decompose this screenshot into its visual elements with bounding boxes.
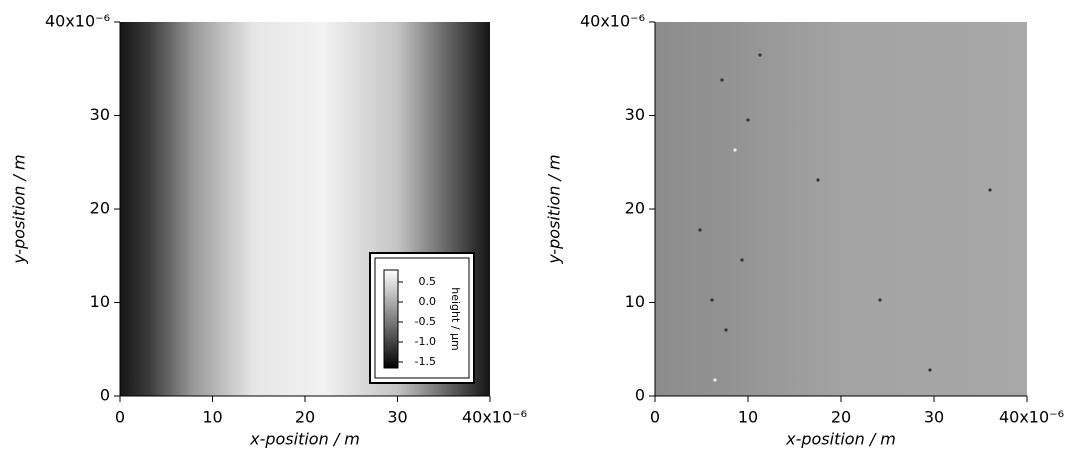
speckle [816,178,820,182]
y-axis-label: y-position / m [545,154,564,264]
colorbar-tick-label: -1.0 [415,335,436,348]
colorbar-tick-label: -1.5 [415,355,436,368]
y-tick-label: 10 [90,292,110,311]
speckle [698,228,702,232]
x-tick-label: 20 [295,408,315,427]
x-tick-label: 0 [115,408,125,427]
x-tick-label: 40x10⁻⁶ [999,408,1064,427]
y-tick-label: 0 [100,386,110,405]
y-tick-label: 40x10⁻⁶ [45,12,110,31]
colorbar-label: height / μm [449,287,462,350]
y-tick-label: 10 [625,292,645,311]
x-tick-label: 30 [924,408,944,427]
x-tick-label: 10 [202,408,222,427]
y-tick-label: 0 [635,386,645,405]
colorbar: 0.5 0.0 -0.5 -1.0 -1.5 height / μm [369,252,475,384]
x-axis-label: x-position / m [785,430,896,449]
y-tick-label: 30 [625,105,645,124]
speckle [733,148,737,152]
heatmap-image [655,22,1027,396]
speckle [746,118,750,122]
speckle [758,53,762,57]
y-tick-label: 20 [625,199,645,218]
x-tick-label: 10 [738,408,758,427]
y-tick-label: 40x10⁻⁶ [580,12,645,31]
y-tick-label: 20 [90,199,110,218]
x-axis-label: x-position / m [249,430,360,449]
speckle [988,188,992,192]
speckle [740,258,744,262]
speckle [713,378,717,382]
colorbar-tick-label: 0.5 [419,275,437,288]
colorbar-scale [383,269,399,369]
y-axis-label: y-position / m [10,154,29,264]
colorbar-frame-inner [374,257,470,379]
x-tick-label: 30 [387,408,407,427]
x-tick-label: 40x10⁻⁶ [462,408,527,427]
speckle [710,298,714,302]
x-tick-label: 0 [650,408,660,427]
speckle [928,368,932,372]
y-tick-label: 30 [90,105,110,124]
x-tick-label: 20 [831,408,851,427]
colorbar-tick-label: -0.5 [415,315,436,328]
speckle [720,78,724,82]
speckle [878,298,882,302]
colorbar-tick-label: 0.0 [419,295,437,308]
speckle [724,328,728,332]
